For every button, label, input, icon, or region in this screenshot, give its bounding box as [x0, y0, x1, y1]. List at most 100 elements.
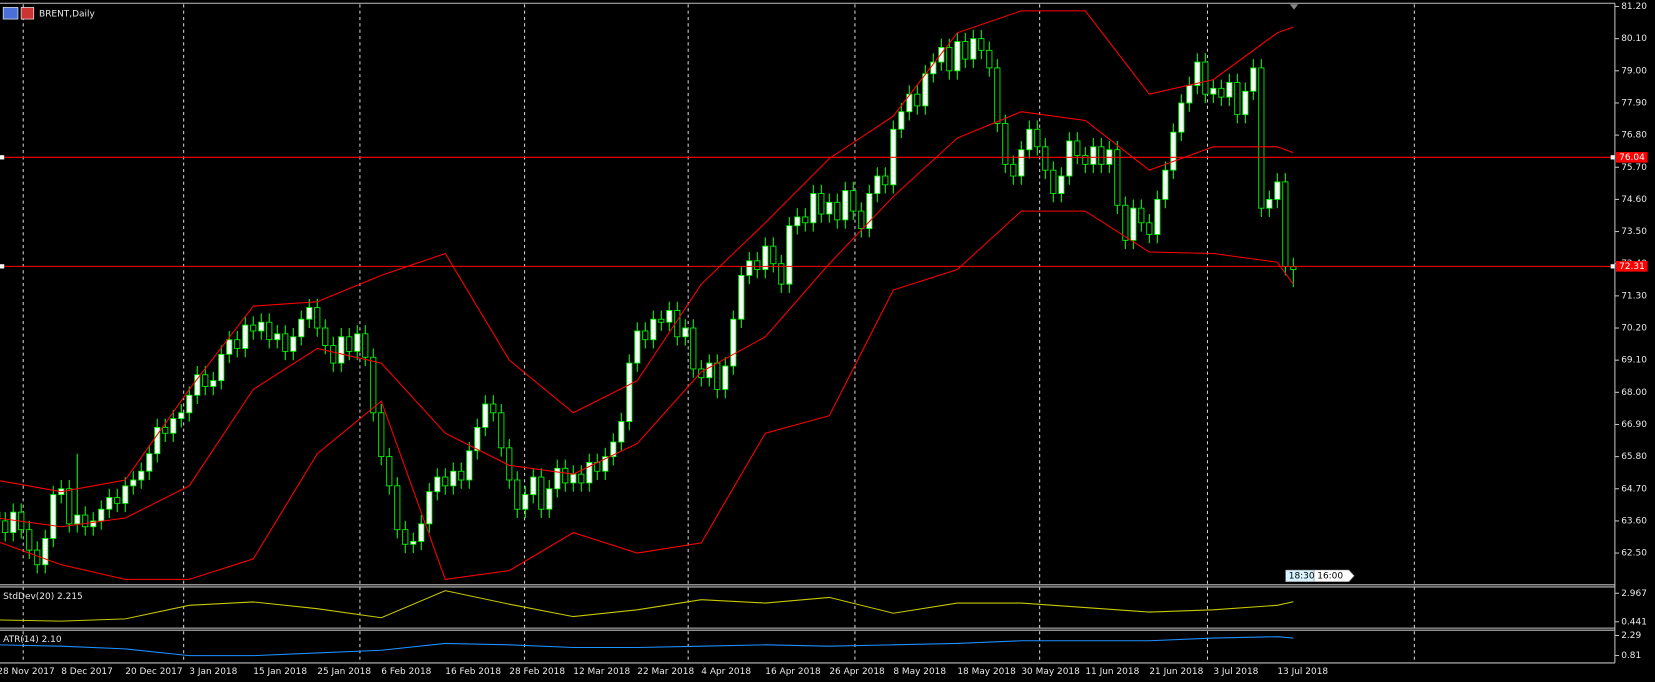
candle-body	[754, 260, 761, 270]
candle-body	[922, 73, 929, 107]
candle-body	[1266, 198, 1273, 209]
candle-body	[1122, 204, 1129, 241]
candle-body	[10, 511, 17, 534]
icon-part	[20, 7, 35, 20]
candle-body	[1098, 146, 1105, 165]
y-tick-label: 81.20	[1621, 2, 1647, 12]
candle-body	[874, 175, 881, 194]
candle-body	[666, 310, 673, 323]
candle-body	[586, 462, 593, 484]
candle-body	[658, 318, 665, 323]
candle-body	[514, 479, 521, 510]
x-tick-label: 20 Dec 2017	[125, 667, 182, 677]
candle-body	[186, 394, 193, 414]
candle-body	[714, 362, 721, 390]
indicator-line	[0, 636, 1294, 657]
candle-body	[898, 111, 905, 130]
time-annotation: 18:30 16:00	[1285, 569, 1355, 582]
candle-body	[418, 523, 425, 542]
x-tick-label: 6 Feb 2018	[381, 667, 431, 677]
candle-body	[34, 549, 41, 566]
y-tick-label: 0.441	[1621, 617, 1647, 627]
candle-body	[778, 263, 785, 285]
candle-body	[386, 456, 393, 487]
candle-body	[170, 418, 177, 434]
candle-body	[914, 93, 921, 107]
candle-body	[122, 485, 129, 504]
y-tick-label: 2.29	[1621, 631, 1641, 641]
candle-body	[402, 529, 409, 545]
y-tick-label: 76.80	[1621, 131, 1647, 141]
x-tick-label: 16 Apr 2018	[765, 667, 821, 677]
price-label: 72.31	[1619, 262, 1645, 272]
candle-body	[706, 362, 713, 379]
price-label-bg	[1615, 261, 1648, 272]
time-box	[1313, 569, 1355, 582]
y-tick-label: 73.50	[1621, 227, 1647, 237]
x-tick-label: 26 Apr 2018	[829, 667, 885, 677]
candle-body	[1114, 149, 1121, 206]
candle-body	[66, 488, 73, 525]
candle-body	[1274, 181, 1281, 200]
candle-body	[450, 470, 457, 487]
candle-body	[522, 494, 529, 510]
x-tick-label: 8 May 2018	[893, 667, 946, 677]
candle-body	[90, 520, 97, 528]
bollinger-band	[0, 210, 1294, 580]
candle-body	[354, 333, 361, 352]
candle-body	[138, 470, 145, 481]
y-tick-label: 2.967	[1621, 589, 1647, 599]
candle-body	[370, 356, 377, 414]
candle-body	[1258, 67, 1265, 209]
candle-body	[1178, 102, 1185, 133]
candle-body	[866, 193, 873, 230]
candle-body	[906, 93, 913, 113]
x-tick-label: 4 Apr 2018	[701, 667, 751, 677]
candle-body	[474, 426, 481, 452]
candle-body	[1162, 169, 1169, 200]
candle-body	[626, 362, 633, 422]
y-tick-label: 0.81	[1621, 651, 1641, 661]
candle-body	[1202, 61, 1209, 95]
candle-body	[986, 49, 993, 69]
candle-body	[42, 538, 49, 566]
candle-body	[618, 421, 625, 443]
x-tick-label: 12 Mar 2018	[573, 667, 630, 677]
candle-body	[1058, 175, 1065, 194]
candle-body	[242, 324, 249, 349]
candle-body	[434, 476, 441, 493]
candle-body	[322, 327, 329, 346]
candle-body	[570, 473, 577, 484]
candle-body	[1282, 181, 1289, 268]
candle-body	[634, 330, 641, 364]
candle-body	[762, 245, 769, 270]
candle-body	[1290, 266, 1297, 270]
x-tick-label: 3 Jul 2018	[1213, 667, 1258, 677]
line-handle	[1610, 155, 1615, 160]
candle-body	[810, 193, 817, 224]
candle-body	[114, 497, 121, 504]
candle-body	[970, 38, 977, 60]
shift-marker	[1289, 4, 1299, 10]
candle-body	[50, 494, 57, 539]
y-tick-label: 69.10	[1621, 356, 1647, 366]
price-label: 76.04	[1619, 153, 1645, 163]
candle-body	[1138, 207, 1145, 224]
line-handle	[0, 264, 5, 269]
candle-body	[466, 450, 473, 481]
candle-body	[1242, 90, 1249, 116]
candle-body	[162, 426, 169, 434]
y-tick-label: 65.80	[1621, 452, 1647, 462]
x-tick-label: 21 Jun 2018	[1149, 667, 1203, 677]
candle-body	[1042, 146, 1049, 171]
candle-body	[1082, 155, 1089, 165]
bollinger-band	[0, 10, 1294, 493]
candle-body	[1226, 82, 1233, 98]
y-tick-label: 80.10	[1621, 34, 1647, 44]
candle-body	[106, 497, 113, 510]
candle-body	[178, 412, 185, 420]
candle-body	[818, 193, 825, 215]
candle-body	[210, 380, 217, 387]
candle-body	[770, 245, 777, 265]
